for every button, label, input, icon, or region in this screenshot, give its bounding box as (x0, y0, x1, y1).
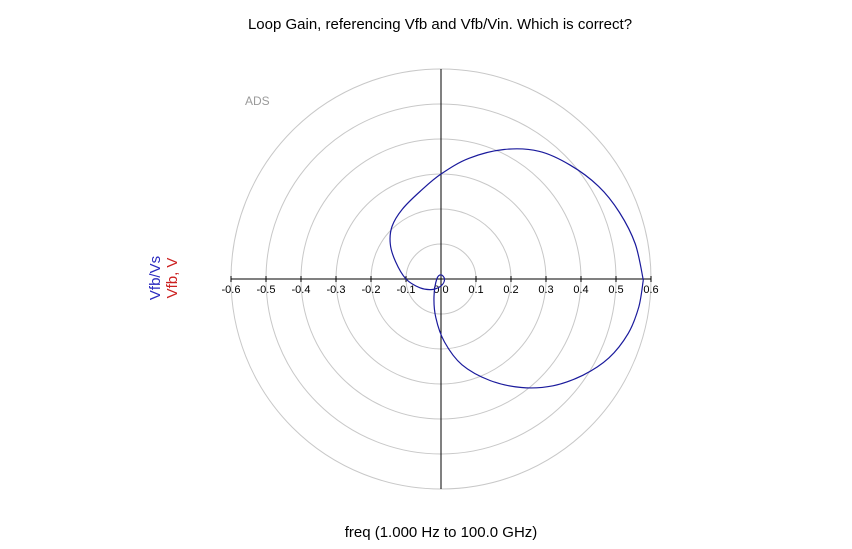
tick-label: 0.3 (538, 284, 553, 296)
tick-label: -0.6 (222, 284, 241, 296)
tick-label: -0.1 (397, 284, 416, 296)
tick-label: -0.4 (292, 284, 311, 296)
chart-title: Loop Gain, referencing Vfb and Vfb/Vin. … (248, 16, 632, 33)
series-vfb-vs (389, 148, 644, 389)
tick-labels: -0.6 -0.5 -0.4 -0.3 -0.2 -0.1 0.0 0.1 0.2 0.3 0.4 0… (222, 276, 659, 296)
tick-label: -0.5 (257, 284, 276, 296)
x-axis-label: freq (1.000 Hz to 100.0 GHz) (345, 524, 538, 541)
ads-watermark: ADS (245, 94, 270, 108)
y-axis-label-vfb-vs: Vfb/Vs (147, 256, 164, 300)
tick-label: 0.5 (608, 284, 623, 296)
tick-label: 0.2 (503, 284, 518, 296)
y-axis-label-vfb-v: Vfb, V (164, 258, 181, 299)
tick-label: -0.2 (362, 284, 381, 296)
tick-label: 0.6 (643, 284, 658, 296)
tick-label: 0.1 (468, 284, 483, 296)
tick-label: -0.3 (327, 284, 346, 296)
tick-label: 0.0 (433, 284, 448, 296)
tick-label: 0.4 (573, 284, 588, 296)
